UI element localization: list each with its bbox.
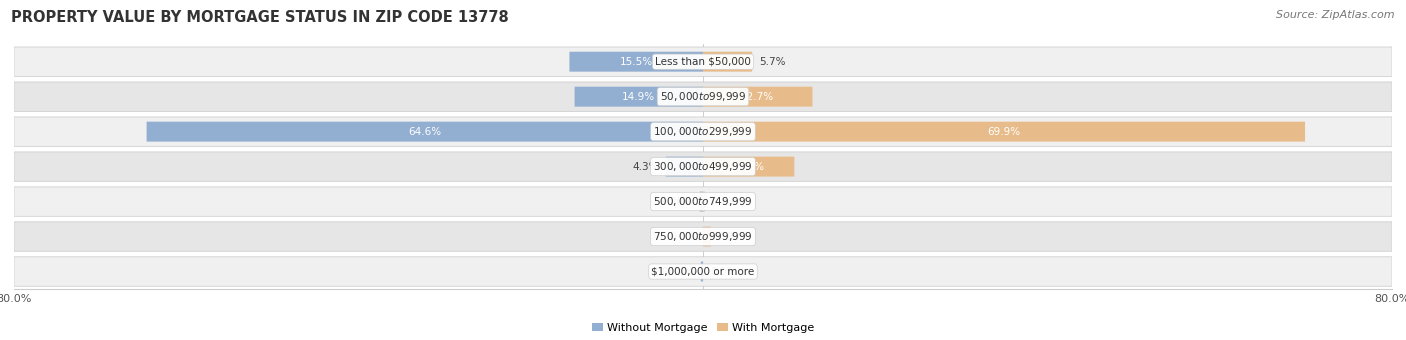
Text: 14.9%: 14.9% [623, 92, 655, 102]
Text: 0.0%: 0.0% [710, 267, 737, 276]
FancyBboxPatch shape [14, 187, 1392, 216]
FancyBboxPatch shape [575, 87, 703, 107]
Text: 10.6%: 10.6% [733, 162, 765, 172]
Text: 0.91%: 0.91% [717, 232, 751, 241]
FancyBboxPatch shape [14, 152, 1392, 181]
FancyBboxPatch shape [14, 82, 1392, 111]
FancyBboxPatch shape [14, 117, 1392, 146]
Text: Source: ZipAtlas.com: Source: ZipAtlas.com [1277, 10, 1395, 20]
Legend: Without Mortgage, With Mortgage: Without Mortgage, With Mortgage [588, 318, 818, 337]
FancyBboxPatch shape [146, 122, 703, 141]
Text: 4.3%: 4.3% [633, 162, 659, 172]
Text: PROPERTY VALUE BY MORTGAGE STATUS IN ZIP CODE 13778: PROPERTY VALUE BY MORTGAGE STATUS IN ZIP… [11, 10, 509, 25]
FancyBboxPatch shape [703, 192, 704, 211]
Text: $100,000 to $299,999: $100,000 to $299,999 [654, 125, 752, 138]
FancyBboxPatch shape [14, 257, 1392, 286]
Text: 0.36%: 0.36% [659, 197, 693, 207]
Text: $500,000 to $749,999: $500,000 to $749,999 [654, 195, 752, 208]
Text: $750,000 to $999,999: $750,000 to $999,999 [654, 230, 752, 243]
Text: 15.5%: 15.5% [620, 57, 652, 67]
FancyBboxPatch shape [703, 122, 1305, 141]
FancyBboxPatch shape [703, 87, 813, 107]
Text: $1,000,000 or more: $1,000,000 or more [651, 267, 755, 276]
FancyBboxPatch shape [700, 261, 703, 282]
Text: 64.6%: 64.6% [408, 126, 441, 137]
FancyBboxPatch shape [14, 222, 1392, 251]
FancyBboxPatch shape [700, 192, 703, 211]
FancyBboxPatch shape [703, 226, 711, 246]
Text: 0.24%: 0.24% [661, 267, 695, 276]
Text: $50,000 to $99,999: $50,000 to $99,999 [659, 90, 747, 103]
Text: $300,000 to $499,999: $300,000 to $499,999 [654, 160, 752, 173]
Text: 5.7%: 5.7% [759, 57, 786, 67]
Text: 0.23%: 0.23% [711, 197, 745, 207]
Text: 12.7%: 12.7% [741, 92, 775, 102]
FancyBboxPatch shape [569, 52, 703, 72]
Text: 69.9%: 69.9% [987, 126, 1021, 137]
FancyBboxPatch shape [14, 47, 1392, 76]
FancyBboxPatch shape [703, 52, 752, 72]
FancyBboxPatch shape [703, 157, 794, 176]
FancyBboxPatch shape [666, 157, 703, 176]
Text: Less than $50,000: Less than $50,000 [655, 57, 751, 67]
Text: 0.0%: 0.0% [669, 232, 696, 241]
